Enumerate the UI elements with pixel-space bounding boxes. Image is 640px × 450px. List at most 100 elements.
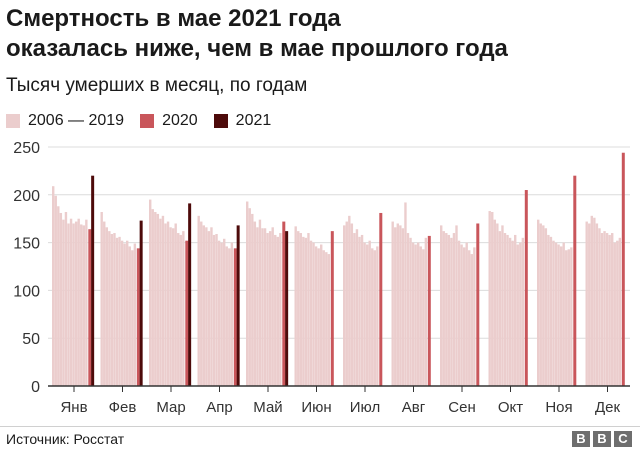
chart-title: Смертность в мае 2021 года оказалась ниж… bbox=[6, 4, 634, 64]
bar-historic bbox=[212, 234, 216, 386]
bar-2021 bbox=[91, 175, 95, 386]
bar-historic bbox=[348, 215, 351, 386]
bar-historic bbox=[82, 225, 85, 386]
bar-historic bbox=[406, 233, 410, 386]
bar-historic bbox=[552, 240, 555, 386]
bar-historic bbox=[350, 223, 354, 386]
bar-historic bbox=[353, 233, 356, 386]
x-tick-label: Ноя bbox=[545, 399, 572, 416]
bar-historic bbox=[565, 250, 568, 386]
bar-historic bbox=[54, 195, 57, 386]
bar-historic bbox=[325, 252, 328, 386]
bar-historic bbox=[133, 243, 137, 386]
bar-historic bbox=[391, 221, 394, 386]
bar-historic bbox=[59, 212, 63, 386]
bar-historic bbox=[542, 225, 545, 386]
bar-historic bbox=[554, 242, 558, 386]
x-tick-label: Дек bbox=[595, 399, 621, 416]
bar-historic bbox=[159, 218, 162, 386]
bar-historic bbox=[248, 208, 251, 386]
y-tick-label: 100 bbox=[13, 283, 40, 300]
bar-historic bbox=[268, 231, 272, 386]
bar-historic bbox=[417, 242, 420, 386]
x-tick-label: Май bbox=[253, 399, 282, 416]
legend-item-historic: 2006 — 2019 bbox=[6, 112, 124, 130]
x-tick-label: Окт bbox=[498, 399, 523, 416]
bar-historic bbox=[559, 246, 563, 386]
bar-historic bbox=[616, 240, 619, 386]
bar-historic bbox=[299, 233, 302, 386]
legend-swatch-2020 bbox=[140, 114, 155, 128]
legend-label-2020: 2020 bbox=[162, 112, 198, 129]
bar-historic bbox=[371, 248, 374, 386]
bar-historic bbox=[62, 219, 65, 386]
bar-historic bbox=[279, 233, 282, 386]
bar-historic bbox=[126, 240, 129, 386]
bar-historic bbox=[307, 233, 310, 386]
legend-label-historic: 2006 — 2019 bbox=[28, 112, 125, 129]
x-tick-label: Апр bbox=[206, 399, 232, 416]
bar-historic bbox=[113, 233, 116, 386]
bar-2020 bbox=[330, 231, 334, 386]
bar-historic bbox=[309, 240, 313, 386]
chart-legend: 2006 — 2019 2020 2021 bbox=[6, 110, 287, 132]
bar-historic bbox=[508, 237, 512, 386]
bar-historic bbox=[72, 223, 75, 386]
bar-historic bbox=[365, 244, 369, 386]
bar-historic bbox=[297, 231, 300, 386]
bar-historic bbox=[376, 246, 379, 386]
bar-historic bbox=[64, 212, 68, 386]
legend-swatch-historic bbox=[6, 114, 20, 128]
bar-2021 bbox=[236, 225, 240, 386]
bar-historic bbox=[457, 240, 461, 386]
bar-historic bbox=[327, 254, 331, 386]
bar-2020 bbox=[573, 175, 577, 386]
bar-historic bbox=[358, 236, 361, 386]
legend-label-2021: 2021 bbox=[235, 112, 272, 129]
bar-historic bbox=[343, 225, 346, 386]
bar-historic bbox=[414, 244, 417, 386]
bar-historic bbox=[511, 240, 514, 386]
bar-historic bbox=[266, 233, 269, 386]
bar-historic bbox=[123, 243, 126, 386]
bar-historic bbox=[447, 234, 451, 386]
bar-historic bbox=[419, 246, 422, 386]
bar-historic bbox=[80, 224, 83, 386]
source-note: Источник: Росстат bbox=[6, 431, 125, 447]
bar-historic bbox=[52, 186, 55, 386]
bbc-logo-letter: B bbox=[593, 431, 611, 447]
bar-historic bbox=[363, 242, 366, 386]
bar-historic bbox=[470, 254, 473, 386]
bar-historic bbox=[74, 221, 78, 386]
bar-historic bbox=[202, 225, 205, 386]
bar-historic bbox=[294, 226, 297, 386]
x-tick-label: Мар bbox=[156, 399, 185, 416]
bar-historic bbox=[103, 221, 106, 386]
bar-historic bbox=[271, 227, 274, 386]
bar-historic bbox=[506, 234, 509, 386]
bar-historic bbox=[462, 247, 466, 386]
bar-historic bbox=[611, 233, 614, 386]
bar-historic bbox=[57, 206, 60, 386]
bar-2020 bbox=[136, 248, 140, 386]
bbc-logo-letter: B bbox=[572, 431, 590, 447]
bar-historic bbox=[411, 242, 415, 386]
bar-historic bbox=[253, 221, 257, 386]
bar-historic bbox=[77, 218, 80, 386]
bar-historic bbox=[603, 231, 606, 386]
bar-historic bbox=[544, 228, 548, 386]
bar-historic bbox=[100, 212, 103, 386]
bar-historic bbox=[452, 233, 456, 386]
bar-historic bbox=[590, 215, 593, 386]
bar-historic bbox=[450, 237, 453, 386]
bar-historic bbox=[314, 246, 318, 386]
bar-historic bbox=[174, 223, 177, 386]
bar-historic bbox=[424, 237, 428, 386]
bar-historic bbox=[519, 242, 522, 386]
bar-historic bbox=[613, 242, 616, 386]
bar-historic bbox=[225, 246, 228, 386]
bar-historic bbox=[605, 233, 609, 386]
bar-historic bbox=[442, 231, 445, 386]
bar-historic bbox=[399, 225, 402, 386]
bbc-logo-letter: C bbox=[614, 431, 632, 447]
